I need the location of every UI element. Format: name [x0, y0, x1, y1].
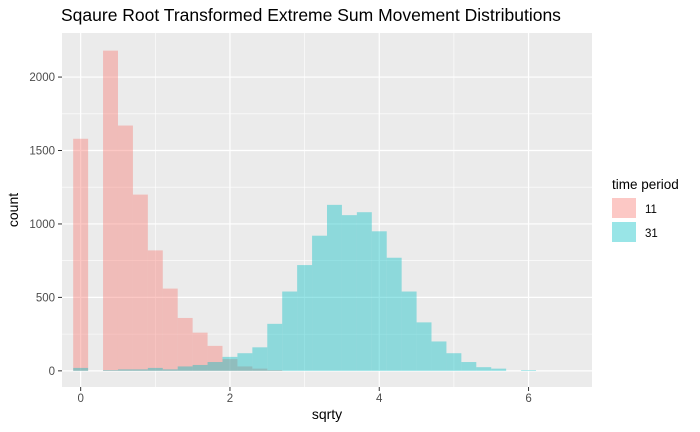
bar-series-31	[132, 369, 148, 371]
bar-series-11	[162, 288, 178, 371]
bar-series-31	[341, 215, 357, 371]
bar-series-31	[371, 231, 387, 371]
bar-series-11	[252, 368, 268, 371]
bar-series-31	[416, 322, 432, 371]
bar-series-11	[192, 332, 208, 371]
y-tick-label: 1500	[29, 146, 55, 158]
bar-series-31	[401, 291, 417, 371]
bar-series-31	[73, 367, 89, 371]
bar-series-31	[491, 368, 507, 371]
legend-label-11: 11	[645, 204, 657, 216]
bar-series-31	[297, 265, 313, 371]
bar-series-11	[132, 194, 148, 371]
bar-series-31	[252, 347, 268, 371]
bar-series-31	[267, 323, 283, 371]
legend-key-11	[612, 198, 636, 218]
bar-series-31	[207, 362, 223, 371]
bar-series-31	[103, 370, 118, 371]
y-tick-label: 2000	[29, 72, 55, 84]
bar-series-31	[461, 362, 477, 371]
x-tick-label: 0	[77, 393, 83, 405]
bar-series-11	[237, 366, 253, 371]
bars	[73, 50, 537, 371]
bar-series-11	[147, 250, 163, 371]
bar-series-31	[521, 370, 537, 371]
bar-series-31	[386, 257, 402, 371]
plot-panel	[62, 33, 592, 387]
bar-series-31	[327, 204, 342, 371]
bar-series-11	[222, 359, 238, 371]
legend: time period 11 31	[612, 177, 679, 242]
bar-series-11	[73, 138, 89, 371]
legend-key-31	[612, 222, 636, 242]
bar-series-11	[207, 345, 223, 371]
bar-series-31	[192, 364, 208, 371]
y-tick-label: 0	[49, 366, 55, 378]
legend-label-31: 31	[645, 228, 658, 240]
x-tick-label: 4	[376, 393, 383, 405]
axes: 0 2 4 6 0 500 1000 1500 2000	[29, 72, 531, 405]
y-tick-label: 500	[36, 292, 55, 304]
bar-series-31	[446, 353, 462, 371]
y-tick-label: 1000	[29, 219, 55, 231]
bar-series-31	[431, 341, 447, 371]
bar-series-11	[177, 317, 193, 371]
y-axis-title: count	[5, 193, 21, 227]
bar-series-31	[147, 367, 163, 371]
x-axis-title: sqrty	[312, 406, 342, 422]
chart-title: Sqaure Root Transformed Extreme Sum Move…	[61, 5, 561, 25]
bar-series-31	[162, 369, 178, 371]
bar-series-31	[476, 367, 492, 371]
bar-series-11	[267, 370, 283, 371]
bar-series-31	[177, 366, 193, 371]
x-tick-label: 6	[525, 393, 531, 405]
grid-lines	[62, 33, 592, 387]
bar-series-31	[222, 356, 238, 371]
bar-series-11	[117, 125, 133, 371]
bar-series-31	[117, 369, 133, 371]
bar-series-11	[103, 50, 118, 371]
bar-series-31	[282, 291, 298, 371]
bar-series-31	[312, 235, 327, 371]
x-tick-label: 2	[227, 393, 233, 405]
bar-series-31	[237, 353, 253, 371]
bar-series-31	[356, 212, 372, 371]
legend-title: time period	[612, 177, 679, 192]
